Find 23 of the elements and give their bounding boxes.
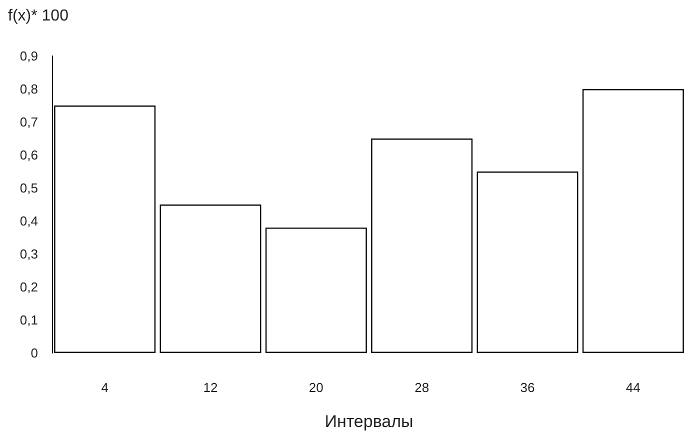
x-tick-label: 28 [414, 380, 430, 395]
y-tick-label: 0,7 [20, 114, 38, 130]
y-tick-label: 0,2 [20, 280, 38, 294]
bar [476, 172, 578, 353]
x-tick-label: 44 [626, 380, 640, 395]
y-tick-label: 0,8 [20, 82, 38, 96]
y-tick-label: 0,4 [20, 214, 38, 228]
bar [160, 204, 262, 353]
bar [265, 228, 367, 353]
x-tick-label: 4 [101, 380, 108, 395]
x-axis-title: Интервалы [324, 412, 414, 431]
y-tick-label: 0,3 [20, 246, 38, 262]
y-tick-label: 0 [30, 346, 38, 360]
x-tick-label: 12 [203, 380, 218, 395]
x-tick-label: 36 [520, 380, 535, 395]
y-tick-label: 0,1 [20, 312, 38, 328]
y-axis-title: f(x)* 100 [8, 8, 69, 24]
bar [371, 138, 473, 353]
y-tick-label: 0,9 [20, 48, 38, 64]
y-tick-label: 0,6 [20, 148, 38, 162]
bar [582, 89, 684, 353]
x-tick-label: 20 [308, 380, 324, 395]
y-tick-label: 0,5 [20, 180, 38, 196]
